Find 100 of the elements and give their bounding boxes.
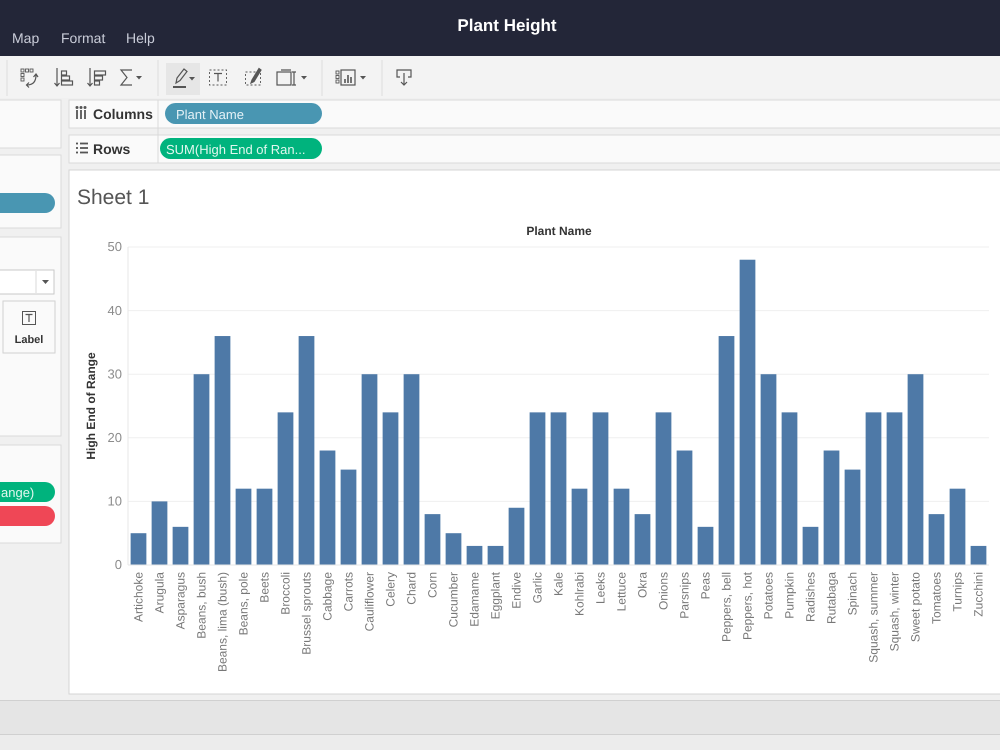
bar	[656, 412, 672, 565]
bar	[236, 488, 252, 565]
text: Help	[126, 30, 156, 46]
bar	[298, 336, 314, 565]
text: Rows	[93, 141, 131, 157]
x-tick-label: Squash, winter	[888, 572, 902, 652]
x-tick-label: Artichoke	[132, 572, 146, 622]
bar	[446, 533, 462, 565]
y-tick-label: 20	[108, 430, 122, 445]
x-tick-label: Kohlrabi	[572, 572, 587, 616]
bar	[488, 546, 504, 565]
x-tick-label: Corn	[426, 572, 440, 598]
bar	[130, 533, 146, 565]
field-pill: Plant Name	[165, 103, 322, 124]
x-tick-label: Rutabaga	[824, 572, 839, 624]
field-pill: SUM(High End of Ran...	[160, 138, 322, 159]
x-axis-title: Plant Name	[526, 224, 592, 238]
bar	[424, 514, 440, 565]
bar	[718, 336, 734, 565]
x-tick-label: Okra	[636, 572, 650, 598]
x-tick-label: Cabbage	[320, 572, 335, 621]
y-axis-title: High End of Range	[84, 352, 98, 460]
y-tick-label: 0	[114, 557, 122, 572]
bar	[802, 526, 818, 565]
bar	[782, 412, 798, 565]
bar	[172, 526, 188, 565]
text: Label	[14, 334, 44, 346]
y-tick-label: 10	[108, 494, 122, 509]
bar	[676, 450, 692, 565]
bar	[256, 488, 272, 565]
x-tick-label: Beans, bush	[194, 572, 209, 639]
x-tick-label: Beans, pole	[236, 572, 251, 636]
y-tick-label: 50	[108, 239, 122, 254]
x-tick-label: Cauliflower	[362, 572, 377, 632]
x-tick-label: Turnips	[950, 572, 965, 612]
bar	[886, 412, 902, 565]
bar	[320, 450, 336, 565]
x-tick-label: Beets	[258, 572, 272, 603]
x-tick-label: Pumpkin	[782, 572, 797, 619]
x-tick-label: Tomatoes	[930, 572, 944, 624]
text: Format	[61, 30, 106, 46]
x-tick-label: Spinach	[846, 572, 860, 616]
x-tick-label: Cucumber	[446, 572, 461, 628]
bar	[592, 412, 608, 565]
x-tick-label: Zucchini	[972, 572, 986, 617]
bar	[382, 412, 398, 565]
bar	[278, 412, 294, 565]
x-tick-label: Parsnips	[678, 572, 692, 619]
bar	[508, 508, 524, 565]
text: Map	[12, 30, 40, 46]
x-tick-label: Peas	[698, 572, 713, 600]
chart-subtitle: Sheet 1	[77, 186, 150, 209]
x-tick-label: Potatoes	[762, 572, 776, 620]
field-pill: ange)	[0, 482, 55, 502]
bar	[970, 546, 986, 565]
x-tick-label: Arugula	[152, 572, 167, 614]
bar	[740, 260, 756, 565]
x-tick-label: Beans, lima (bush)	[216, 572, 230, 672]
x-tick-label: Broccoli	[278, 572, 293, 615]
x-tick-label: Squash, summer	[866, 572, 881, 663]
x-tick-label: Chard	[404, 572, 419, 605]
x-tick-label: Leeks	[594, 572, 608, 604]
bar	[362, 374, 378, 565]
y-tick-label: 40	[108, 302, 122, 318]
bar	[404, 374, 420, 565]
x-tick-label: Lettuce	[614, 572, 629, 612]
bar	[572, 488, 588, 565]
bar	[824, 450, 840, 565]
x-tick-label: Endive	[510, 572, 524, 609]
bar	[214, 336, 230, 565]
x-tick-label: Asparagus	[174, 572, 188, 630]
bar	[466, 546, 482, 565]
x-tick-label: Peppers, bell	[720, 572, 734, 642]
bar	[844, 470, 860, 565]
x-tick-label: Celery	[384, 572, 398, 607]
bar	[550, 412, 566, 565]
bar	[340, 470, 356, 565]
x-tick-label: Eggplant	[488, 571, 503, 620]
y-tick-label: 30	[108, 366, 122, 382]
bar	[760, 374, 776, 565]
bar	[614, 488, 630, 565]
x-tick-label: Kale	[552, 572, 566, 596]
chart-title: Plant Height	[457, 16, 557, 35]
x-tick-label: Radishes	[804, 572, 818, 622]
text: Columns	[93, 106, 154, 122]
x-tick-label: Onions	[656, 572, 671, 610]
bar	[194, 374, 210, 565]
bar	[698, 526, 714, 565]
x-tick-label: Sweet potato	[908, 572, 923, 642]
bar	[950, 488, 966, 565]
x-tick-label: Edamame	[468, 572, 482, 627]
bar	[866, 412, 882, 565]
x-tick-label: Carrots	[342, 572, 356, 612]
x-tick-label: Peppers, hot	[740, 571, 755, 640]
x-tick-label: Garlic	[530, 572, 545, 604]
x-tick-label: Brussel sprouts	[300, 572, 314, 655]
bar	[928, 514, 944, 565]
bar	[152, 501, 168, 565]
bar	[908, 374, 924, 565]
bar	[634, 514, 650, 565]
